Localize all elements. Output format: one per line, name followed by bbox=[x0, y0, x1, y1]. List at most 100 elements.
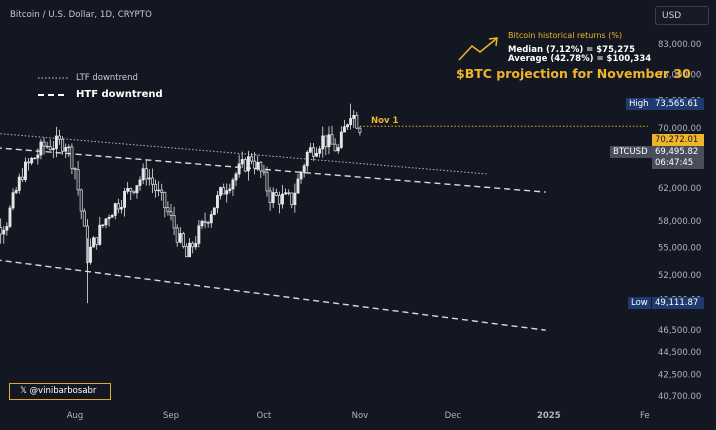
candle-body bbox=[256, 161, 260, 169]
x-tick-label: Dec bbox=[444, 411, 462, 421]
projection-title: $BTC projection for November 30 bbox=[456, 66, 691, 81]
candle-body bbox=[17, 176, 21, 191]
author-handle[interactable]: 𝕏 @vinibarbosabr bbox=[9, 383, 111, 400]
y-tick-label: 52,000.00 bbox=[658, 271, 701, 281]
trend-up-icon bbox=[458, 38, 497, 61]
candle-body bbox=[299, 171, 303, 180]
candle-body bbox=[246, 156, 250, 172]
candle-body bbox=[240, 159, 244, 165]
y-tick-label: 62,000.00 bbox=[658, 184, 701, 194]
candle-body bbox=[36, 154, 40, 159]
x-tick-label: Oct bbox=[256, 411, 272, 421]
candle-body bbox=[346, 124, 349, 128]
candle-body bbox=[262, 170, 266, 173]
returns-title: Bitcoin historical returns (%) bbox=[508, 31, 623, 40]
candle-body bbox=[101, 224, 105, 226]
trend-up-arrowhead-icon bbox=[488, 37, 498, 47]
candle-body bbox=[67, 146, 71, 149]
candle-body bbox=[132, 190, 136, 194]
candle-body bbox=[284, 192, 288, 195]
candle-body bbox=[141, 168, 145, 181]
candle-body bbox=[48, 146, 52, 150]
legend-htf-label: HTF downtrend bbox=[76, 89, 163, 100]
candle-body bbox=[287, 192, 291, 194]
high-label-tag: High bbox=[626, 97, 652, 110]
candle-body bbox=[277, 195, 281, 205]
candle-body bbox=[157, 189, 161, 192]
candle-body bbox=[0, 227, 3, 235]
candle-body bbox=[293, 192, 297, 205]
candle-body bbox=[11, 192, 15, 209]
candle-body bbox=[42, 141, 46, 147]
high-value-tag: 73,565.61 bbox=[652, 97, 704, 110]
symbol-tag: BTCUSD bbox=[610, 146, 652, 159]
candle-body bbox=[123, 190, 126, 208]
candle-body bbox=[268, 190, 272, 204]
candle-body bbox=[330, 134, 334, 145]
candle-body bbox=[2, 229, 6, 235]
candle-body bbox=[228, 188, 232, 191]
candle-body bbox=[336, 147, 340, 152]
x-tick-label: Sep bbox=[162, 411, 180, 421]
candle-body bbox=[302, 165, 306, 173]
ltf-line-swatch bbox=[38, 77, 68, 79]
candle-body bbox=[27, 161, 30, 164]
candle-body bbox=[104, 218, 108, 226]
y-tick-label: 44,500.00 bbox=[658, 348, 701, 358]
y-tick-label: 70,000.00 bbox=[658, 124, 701, 134]
candle-body bbox=[30, 157, 34, 164]
candle-body bbox=[333, 143, 337, 152]
candle-body bbox=[352, 114, 356, 119]
legend-ltf-label: LTF downtrend bbox=[76, 73, 138, 83]
candle-body bbox=[116, 203, 120, 210]
candle-body bbox=[188, 242, 192, 258]
median-return: Median (7.12%) = $75,275 bbox=[508, 45, 635, 55]
candle-body bbox=[175, 227, 179, 243]
candle-body bbox=[33, 157, 37, 160]
candle-body bbox=[92, 237, 96, 248]
average-return: Average (42.78%) = $100,334 bbox=[508, 54, 652, 64]
y-tick-label: 83,000.00 bbox=[658, 40, 701, 50]
candle-body bbox=[342, 126, 346, 133]
x-tick-label: 2025 bbox=[536, 411, 561, 421]
candle-body bbox=[271, 192, 275, 204]
x-tick-label: Aug bbox=[66, 411, 84, 421]
candle-body bbox=[296, 178, 300, 194]
candle-body bbox=[166, 207, 170, 212]
candle-body bbox=[181, 233, 185, 247]
htf-downtrend-line-1 bbox=[0, 147, 546, 193]
candle-body bbox=[200, 220, 204, 227]
candle-body bbox=[321, 135, 325, 150]
candle-body bbox=[250, 156, 253, 162]
legend-htf: HTF downtrend bbox=[38, 89, 163, 100]
chart-title: Bitcoin / U.S. Dollar, 1D, CRYPTO bbox=[10, 10, 152, 20]
candle-body bbox=[126, 188, 130, 192]
candle-body bbox=[73, 167, 77, 170]
y-tick-label: 58,000.00 bbox=[658, 217, 701, 227]
y-tick-label: 78,000.00 bbox=[658, 71, 701, 81]
countdown-tag: 06:47:45 bbox=[652, 157, 704, 170]
low-value-tag: 49,111.87 bbox=[652, 297, 704, 310]
candle-body bbox=[194, 243, 198, 248]
candle-body bbox=[58, 135, 61, 140]
candle-body bbox=[172, 215, 176, 229]
candle-body bbox=[14, 190, 18, 194]
candle-body bbox=[318, 148, 322, 154]
candle-body bbox=[54, 135, 58, 149]
currency-selector[interactable]: USD bbox=[655, 6, 709, 25]
candle-body bbox=[64, 147, 68, 152]
nov1-label: Nov 1 bbox=[371, 116, 399, 127]
candle-body bbox=[89, 246, 92, 263]
candle-body bbox=[274, 192, 278, 196]
candle-body bbox=[8, 207, 12, 227]
candle-body bbox=[305, 151, 309, 167]
x-tick-label: Nov bbox=[351, 411, 369, 421]
candle-body bbox=[160, 189, 164, 193]
candle-body bbox=[324, 135, 328, 148]
candle-body bbox=[5, 226, 9, 231]
candle-body bbox=[203, 220, 207, 223]
candle-body bbox=[222, 187, 226, 195]
candle-body bbox=[209, 214, 213, 224]
candle-body bbox=[225, 190, 229, 195]
